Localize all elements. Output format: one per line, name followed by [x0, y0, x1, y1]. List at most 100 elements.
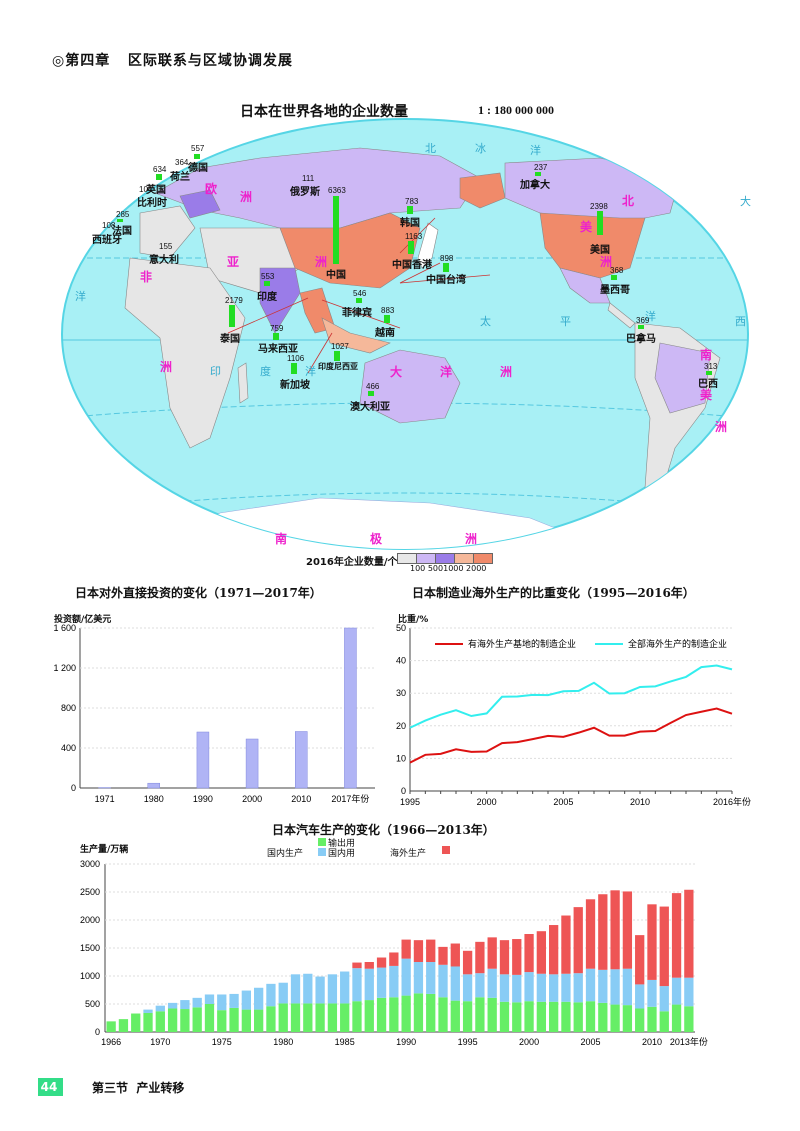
map-legend-label: 2016年企业数量/个 — [306, 557, 398, 568]
label-uk: 英国 — [146, 185, 166, 196]
legend-swatch-0 — [397, 553, 417, 564]
label-spain: 西班牙 — [92, 235, 122, 246]
chart-auto: 0 500 1000 1500 2000 2500 3000 1966 1970 1975 1980… — [60, 856, 800, 1056]
continent-sa-1: 南 — [700, 348, 713, 362]
svg-text:1995: 1995 — [458, 1037, 478, 1047]
ocean-indian-1: 印 — [210, 365, 221, 378]
ocean-pacific-2: 平 — [560, 315, 571, 328]
legend-tick: 100 — [410, 564, 426, 573]
continent-europe-1: 欧 — [205, 182, 218, 196]
chart-fdi-plot: 0 400 800 1 200 1 600 1971 1980 1990 2000 2010 201… — [53, 623, 375, 804]
continent-na-3: 洲 — [600, 255, 613, 269]
legend-domestic-use-swatch — [318, 848, 326, 856]
chapter-heading: ◎第四章 区际联系与区域协调发展 — [52, 50, 293, 70]
svg-text:2017年份: 2017年份 — [331, 793, 369, 804]
svg-text:2013年份: 2013年份 — [670, 1036, 708, 1047]
value-canada: 237 — [534, 163, 548, 172]
label-indonesia: 印度尼西亚 — [318, 362, 358, 371]
svg-text:2010: 2010 — [630, 797, 650, 807]
value-france: 285 — [116, 210, 130, 219]
value-uk: 634 — [153, 165, 167, 174]
label-italy: 意大利 — [149, 255, 179, 266]
svg-text:有海外生产基地的制造企业: 有海外生产基地的制造企业 — [468, 638, 576, 650]
continent-africa-1: 非 — [140, 270, 153, 284]
svg-text:0: 0 — [401, 786, 406, 796]
legend-export-swatch — [318, 838, 326, 846]
svg-text:50: 50 — [396, 623, 406, 633]
footer-section: 第三节 产业转移 — [92, 1079, 184, 1096]
value-panama: 369 — [636, 316, 650, 325]
bar-singapore — [291, 363, 297, 374]
value-china: 6363 — [328, 186, 346, 195]
svg-text:1000: 1000 — [80, 971, 100, 981]
legend-domestic-label: 国内生产 — [267, 849, 304, 859]
value-korea: 783 — [405, 197, 419, 206]
legend-swatch-4 — [473, 553, 493, 564]
chart-auto-ylabel: 生产量/万辆 — [80, 845, 129, 855]
chart-fdi-ylabel: 投资额/亿美元 — [54, 615, 112, 625]
svg-text:1970: 1970 — [150, 1037, 170, 1047]
chart-overseas-plot: 0 10 20 30 40 50 1995 2000 2005 2010 2016年份 有海外生产基地… — [396, 623, 751, 807]
svg-text:2500: 2500 — [80, 887, 100, 897]
continent-oceania-1: 大 — [390, 365, 403, 379]
legend-swatch-1 — [416, 553, 436, 564]
chart-auto-plot: 0 500 1000 1500 2000 2500 3000 1966 1970 1975 1980… — [80, 859, 708, 1047]
label-australia: 澳大利亚 — [350, 402, 390, 413]
map-title: 日本在世界各地的企业数量 — [240, 104, 408, 120]
ocean-arctic-3: 洋 — [530, 144, 541, 157]
bar-uk — [156, 174, 162, 180]
continent-sa-3: 洲 — [715, 420, 728, 434]
chart-overseas-ylabel: 比重/% — [398, 615, 429, 625]
value-belgium: 104 — [139, 185, 153, 194]
value-usa: 2398 — [590, 202, 608, 211]
value-russia: 111 — [302, 174, 315, 183]
continent-asia-2: 洲 — [315, 255, 328, 269]
svg-text:2010: 2010 — [291, 794, 311, 804]
world-map: 557 德国 364 荷兰 634 英国 104 比利时 285 法国 108 … — [60, 118, 751, 550]
bar-taiwan — [443, 263, 449, 272]
bar-usa — [597, 211, 603, 235]
label-germany: 德国 — [188, 163, 208, 174]
svg-text:800: 800 — [61, 703, 76, 713]
svg-text:2005: 2005 — [581, 1037, 601, 1047]
legend-export-label: 输出用 — [328, 839, 356, 849]
label-korea: 韩国 — [400, 218, 420, 229]
ocean-arctic-2: 冰 — [475, 142, 486, 155]
legend-overseas-swatch — [442, 846, 450, 854]
value-italy: 155 — [159, 242, 173, 251]
label-belgium: 比利时 — [137, 198, 167, 209]
continent-antarctica-2: 极 — [370, 532, 383, 546]
label-brazil: 巴西 — [698, 379, 718, 390]
value-germany: 557 — [191, 144, 205, 153]
label-russia: 俄罗斯 — [290, 187, 320, 198]
legend-tick: 1000 — [443, 564, 464, 573]
bar-brazil — [706, 371, 712, 375]
svg-text:0: 0 — [95, 1027, 100, 1037]
value-mexico: 368 — [610, 266, 624, 275]
continent-sa-2: 美 — [700, 388, 713, 402]
svg-text:1990: 1990 — [396, 1037, 416, 1047]
svg-text:2000: 2000 — [80, 915, 100, 925]
label-mexico: 墨西哥 — [600, 285, 630, 296]
ocean-pacific-3: 洋 — [645, 310, 656, 323]
continent-oceania-2: 洋 — [440, 365, 453, 379]
ocean-atlantic-2: 西 — [735, 315, 746, 328]
svg-text:1 200: 1 200 — [53, 663, 76, 673]
page-number: 44 — [38, 1078, 63, 1096]
value-thailand: 2179 — [225, 296, 243, 305]
value-brazil: 313 — [704, 362, 718, 371]
label-france: 法国 — [112, 226, 132, 237]
svg-text:10: 10 — [396, 753, 406, 763]
svg-text:2000: 2000 — [477, 797, 497, 807]
label-malaysia: 马来西亚 — [258, 344, 298, 355]
label-netherlands: 荷兰 — [170, 172, 190, 183]
label-usa: 美国 — [590, 245, 610, 256]
legend-tick: 2000 — [466, 564, 487, 573]
svg-text:1966: 1966 — [101, 1037, 121, 1047]
label-taiwan: 中国台湾 — [426, 275, 466, 286]
svg-text:1990: 1990 — [193, 794, 213, 804]
legend-overseas-label: 海外生产 — [390, 849, 427, 859]
world-map-graphic — [61, 118, 749, 550]
value-india: 553 — [261, 272, 275, 281]
bar-germany — [194, 154, 200, 159]
